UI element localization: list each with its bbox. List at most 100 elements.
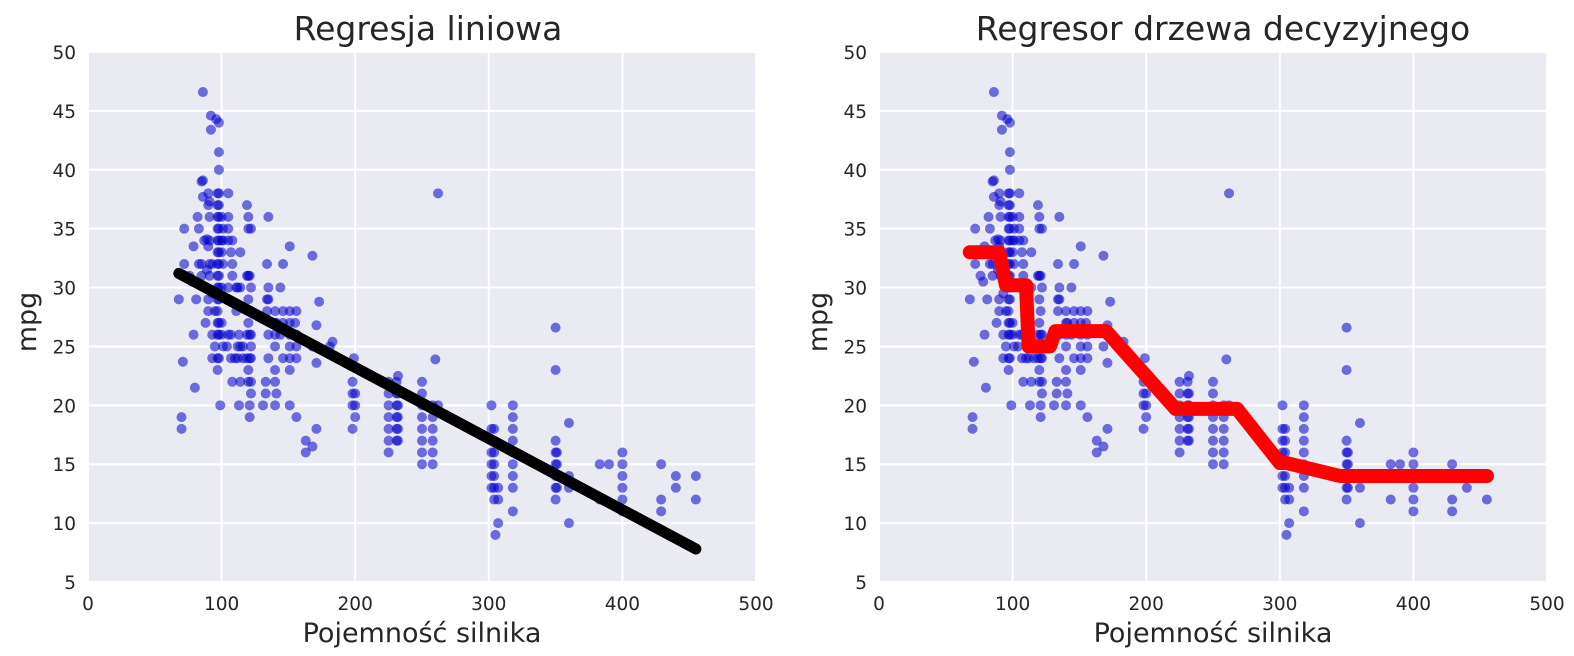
data-point [216, 247, 227, 258]
data-point [1004, 188, 1015, 199]
data-point [1061, 376, 1072, 387]
data-point [507, 412, 518, 423]
data-point [1035, 270, 1046, 281]
data-point [1481, 494, 1492, 505]
fit-line [173, 267, 702, 555]
data-point [300, 447, 311, 458]
data-point [1341, 435, 1352, 446]
data-point [235, 376, 246, 387]
data-point [1280, 471, 1291, 481]
data-point [193, 223, 204, 234]
data-point [1138, 423, 1149, 434]
data-point [507, 506, 518, 517]
data-point [979, 329, 990, 340]
data-point [1054, 353, 1065, 364]
data-point [433, 188, 444, 199]
data-point [550, 322, 561, 333]
chart-title: Regresja liniowa [294, 9, 563, 48]
data-point [656, 459, 667, 470]
data-point [507, 482, 518, 493]
data-point [1298, 412, 1309, 423]
y-tick-label: 5 [64, 573, 76, 594]
data-point [243, 294, 254, 305]
data-point [235, 247, 246, 258]
x-tick-label: 400 [1396, 594, 1431, 615]
data-point [215, 400, 226, 411]
data-point [392, 400, 403, 411]
data-point [970, 259, 981, 269]
data-point [278, 259, 289, 269]
data-point [490, 529, 501, 540]
data-point [1105, 296, 1116, 307]
data-point [237, 341, 248, 352]
data-point [213, 147, 224, 158]
data-point [197, 87, 208, 98]
data-point [978, 276, 989, 287]
data-point [1174, 423, 1185, 434]
data-point [1014, 188, 1025, 199]
x-tick-label: 500 [738, 594, 773, 615]
data-point [1098, 250, 1109, 261]
data-point [263, 282, 274, 293]
data-point [563, 518, 574, 529]
fit-line [962, 245, 1494, 483]
data-point [1014, 211, 1025, 222]
data-point [995, 196, 1006, 207]
data-point [1004, 147, 1015, 158]
data-point [1034, 317, 1045, 328]
data-point [988, 87, 999, 98]
data-point [1036, 388, 1047, 399]
data-point [964, 294, 975, 305]
data-point [223, 188, 234, 199]
data-point [192, 211, 203, 222]
data-point [617, 482, 628, 493]
data-point [177, 356, 188, 367]
data-point [383, 435, 394, 446]
data-point [991, 317, 1002, 328]
data-point [225, 329, 236, 340]
data-point [427, 459, 438, 470]
data-point [1004, 117, 1015, 128]
data-point [489, 459, 500, 470]
data-point [383, 423, 394, 434]
data-point [1218, 459, 1229, 470]
data-point [1012, 341, 1023, 352]
plot-area [879, 52, 1547, 582]
data-point [291, 306, 302, 317]
data-point [1183, 370, 1194, 381]
data-point [1082, 353, 1093, 364]
data-point [967, 412, 978, 423]
data-point [1208, 459, 1218, 470]
data-point [690, 494, 701, 505]
data-point [417, 459, 427, 470]
data-point [383, 447, 394, 458]
data-point [980, 382, 991, 393]
data-point [347, 423, 358, 434]
data-point [984, 223, 995, 234]
data-point [213, 200, 224, 211]
data-point [347, 376, 358, 387]
data-point [1082, 306, 1093, 317]
data-point [489, 447, 500, 458]
data-point [1218, 447, 1229, 458]
data-point [995, 211, 1006, 222]
data-point [1354, 418, 1365, 428]
x-tick-labels: 0 100 200 300 400 500 [82, 594, 774, 615]
data-point [245, 223, 256, 234]
data-point [1218, 423, 1229, 434]
data-point [1280, 423, 1291, 434]
data-point [604, 459, 615, 470]
data-point [493, 482, 504, 493]
data-point [213, 270, 224, 281]
data-point [244, 270, 255, 281]
data-point [995, 235, 1006, 246]
y-tick-label: 35 [843, 220, 867, 241]
data-point [383, 412, 394, 423]
data-point [1082, 412, 1093, 423]
data-point [1354, 518, 1365, 529]
data-point [996, 124, 1007, 135]
data-point [212, 306, 223, 317]
data-point [350, 412, 361, 423]
data-point [290, 317, 301, 328]
data-point [1007, 317, 1018, 328]
